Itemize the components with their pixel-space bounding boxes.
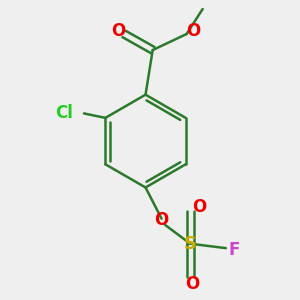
Text: O: O bbox=[111, 22, 125, 40]
Text: S: S bbox=[184, 235, 197, 253]
Text: O: O bbox=[186, 22, 200, 40]
Text: O: O bbox=[154, 212, 169, 230]
Text: F: F bbox=[228, 241, 240, 259]
Text: Cl: Cl bbox=[56, 104, 73, 122]
Text: O: O bbox=[192, 198, 206, 216]
Text: O: O bbox=[185, 275, 199, 293]
